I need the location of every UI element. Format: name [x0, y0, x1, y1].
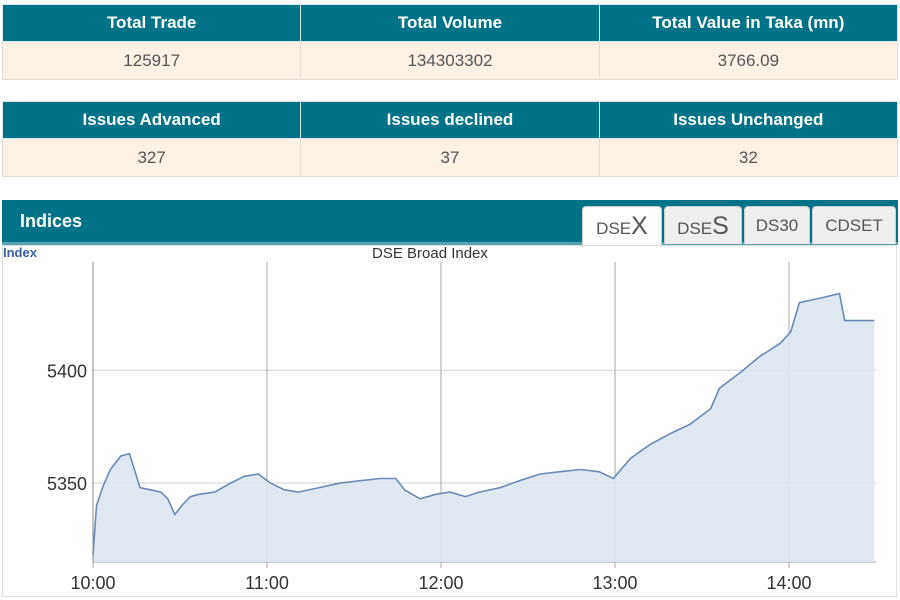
x-tick-label: 11:00: [245, 573, 289, 593]
indices-header: Indices DSEX DSES DS30 CDSET: [2, 200, 898, 247]
tab-label: DSE: [596, 219, 632, 238]
tab-label-suffix: X: [631, 212, 648, 240]
issues-declined-value: 37: [300, 138, 600, 177]
header-issues-unchanged: Issues Unchanged: [598, 101, 899, 139]
x-tick-label: 12:00: [418, 573, 463, 593]
tab-cdset[interactable]: CDSET: [812, 206, 896, 244]
tab-dsex[interactable]: DSEX: [582, 206, 662, 247]
x-tick-label: 13:00: [592, 573, 637, 593]
tab-label: DS30: [755, 216, 799, 235]
total-value-value: 3766.09: [598, 41, 899, 80]
tab-label-suffix: S: [712, 212, 729, 240]
issues-table: Issues Advanced Issues declined Issues Unc…: [1, 101, 899, 177]
chart-title: DSE Broad Index: [372, 245, 488, 262]
tab-label: DSE: [677, 219, 713, 238]
tab-ds30[interactable]: DS30: [744, 206, 810, 244]
market-summary-table: Total Trade Total Volume Total Value in Ta…: [1, 4, 899, 80]
header-issues-declined: Issues declined: [300, 101, 600, 139]
x-tick-label: 14:00: [766, 573, 811, 593]
indices-title: Indices: [20, 211, 83, 231]
chart-container: [2, 245, 897, 597]
x-tick-label: 10:00: [70, 573, 115, 593]
total-trade-value: 125917: [1, 41, 302, 80]
header-issues-advanced: Issues Advanced: [1, 101, 302, 139]
series-line: [92, 292, 875, 556]
series-area: [93, 293, 875, 562]
tab-dses[interactable]: DSES: [664, 206, 742, 244]
y-tick-label: 5350: [47, 474, 87, 494]
y-axis-label: Index: [3, 245, 37, 260]
tab-label: CDSET: [825, 216, 883, 235]
total-volume-value: 134303302: [300, 41, 600, 80]
issues-unchanged-value: 32: [598, 138, 899, 177]
issues-advanced-value: 327: [1, 138, 302, 177]
header-total-trade: Total Trade: [1, 4, 302, 42]
y-tick-label: 5400: [47, 361, 87, 381]
